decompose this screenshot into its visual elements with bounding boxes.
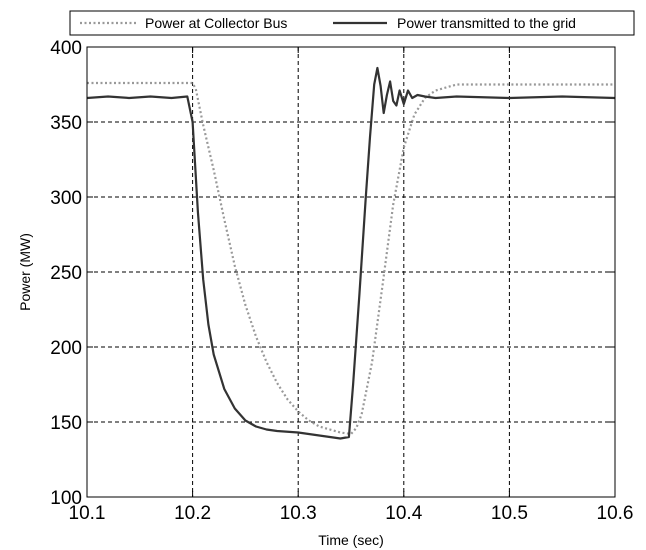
y-tick-label: 300 — [50, 188, 82, 209]
y-tick-label: 150 — [50, 413, 82, 434]
grid — [87, 47, 615, 497]
x-tick-label: 10.2 — [174, 503, 211, 524]
x-tick-label: 10.4 — [385, 503, 422, 524]
series-power-transmitted-to-grid — [86, 66, 616, 440]
ticks — [86, 46, 616, 498]
y-tick-label: 200 — [50, 338, 82, 359]
x-tick-label: 10.6 — [597, 503, 634, 524]
series-power-at-collector-bus — [87, 81, 615, 436]
x-tick-label: 10.1 — [69, 503, 106, 524]
x-tick-label: 10.3 — [280, 503, 317, 524]
tick-labels: 10.1 10.2 10.3 10.4 10.5 10.6 100 150 200 250 300 3… — [50, 38, 633, 524]
series-layer — [86, 66, 616, 440]
y-axis-label: Power (MW) — [17, 233, 33, 311]
legend: Power at Collector Bus Power transmitted… — [69, 10, 635, 36]
x-tick-label: 10.5 — [491, 503, 528, 524]
y-tick-label: 250 — [50, 263, 82, 284]
y-tick-label: 100 — [50, 488, 82, 509]
y-tick-label: 350 — [50, 113, 82, 134]
y-tick-label: 400 — [50, 38, 82, 59]
x-axis-label: Time (sec) — [318, 532, 384, 548]
legend-label-grid: Power transmitted to the grid — [397, 15, 576, 31]
legend-label-collector-bus: Power at Collector Bus — [145, 15, 287, 31]
